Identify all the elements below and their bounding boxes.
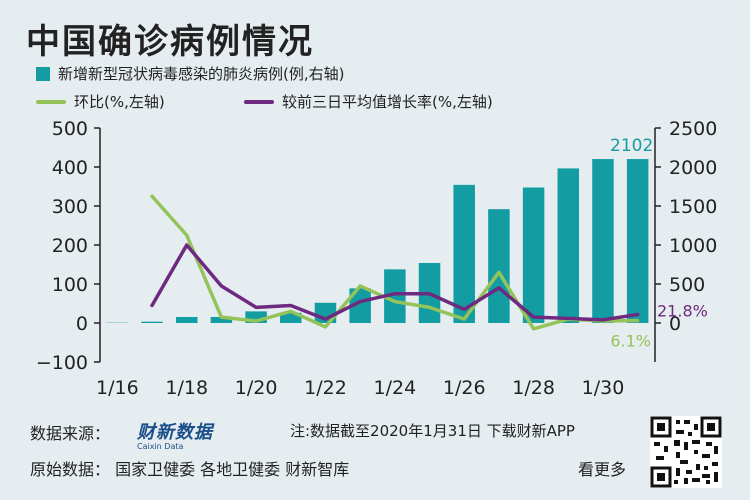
bar-1/31 (626, 159, 649, 323)
right-tick-label: 500 (669, 274, 705, 296)
x-tick-label: 1/24 (374, 377, 417, 399)
legend-line1-label: 环比(%,左轴) (74, 93, 165, 111)
bar-1/20 (245, 311, 267, 323)
legend-line2: 较前三日平均值增长率(%,左轴) (244, 91, 493, 112)
legend-line2-label: 较前三日平均值增长率(%,左轴) (282, 93, 493, 111)
logo-text: 财新数据 (137, 422, 213, 443)
source-label: 数据来源： (30, 424, 111, 443)
left-tick-label: 300 (52, 196, 88, 218)
bar-1/23 (349, 288, 371, 323)
line2-last-label: 21.8% (657, 301, 708, 320)
x-tick-label: 1/28 (512, 377, 555, 399)
legend-bar-label: 新增新型冠状病毒感染的肺炎病例(例,右轴) (58, 65, 345, 83)
line1-last-label: 6.1% (610, 332, 651, 351)
right-tick-label: 2000 (669, 157, 717, 179)
bar-1/19 (210, 316, 233, 323)
right-tick-label: 0 (669, 313, 681, 335)
x-tick-label: 1/30 (582, 377, 625, 399)
legend-bar: 新增新型冠状病毒感染的肺炎病例(例,右轴) (36, 63, 344, 84)
bar-1/28 (522, 187, 545, 323)
bar-1/18 (175, 316, 198, 323)
line-growth-rate (150, 243, 640, 322)
bar-1/27 (488, 209, 510, 323)
right-tick-label: 1000 (669, 235, 717, 257)
see-more-link[interactable]: 看更多 (578, 460, 627, 479)
legend-line1-swatch (36, 99, 66, 104)
caixin-data-logo: 财新数据 Caixin Data (137, 418, 213, 451)
left-tick-label: 100 (52, 274, 88, 296)
left-tick-label: 200 (52, 235, 88, 257)
bar-1/21 (280, 312, 302, 323)
legend-line2-swatch (244, 99, 274, 104)
x-tick-label: 1/26 (443, 377, 486, 399)
right-tick-label: 1500 (669, 196, 717, 218)
bar-1/26 (453, 184, 475, 323)
left-tick-label: 400 (52, 157, 88, 179)
bar-1/30 (592, 159, 614, 323)
x-tick-label: 1/20 (235, 377, 278, 399)
line-huanbi (150, 194, 640, 331)
bar-1/17 (141, 321, 163, 323)
chart-title: 中国确诊病例情况 (26, 22, 314, 62)
left-tick-label: 0 (76, 313, 88, 335)
right-tick-label: 2500 (669, 118, 717, 140)
bar-last-label: 2102 (610, 136, 653, 156)
data-note: 注:数据截至2020年1月31日 下载财新APP (290, 422, 575, 440)
bar-1/24 (384, 269, 406, 323)
left-tick-label: −100 (36, 352, 88, 374)
x-tick-label: 1/16 (96, 377, 139, 399)
legend-line1: 环比(%,左轴) (36, 91, 165, 112)
left-tick-label: 500 (52, 118, 88, 140)
legend-bar-swatch (36, 66, 50, 81)
x-tick-label: 1/22 (304, 377, 347, 399)
logo-subtext: Caixin Data (137, 442, 184, 451)
x-tick-label: 1/18 (165, 377, 208, 399)
qr-code-icon[interactable] (650, 416, 722, 488)
origin-data: 原始数据： 国家卫健委 各地卫健委 财新智库 (30, 460, 350, 479)
bar-1/29 (557, 168, 580, 323)
